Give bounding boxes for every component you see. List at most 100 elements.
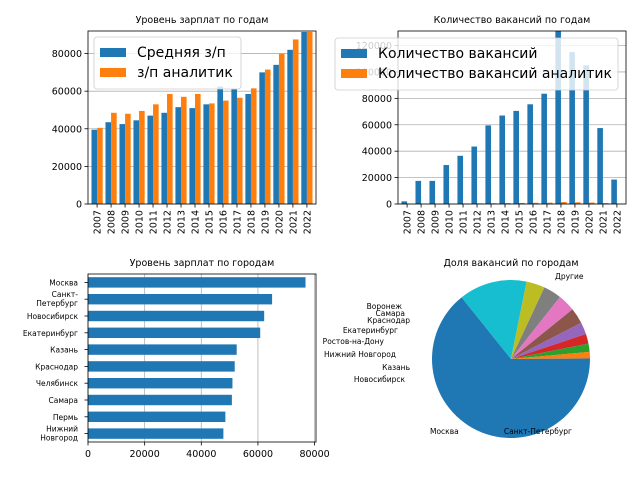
pie-label: Воронеж	[367, 302, 403, 311]
city-label: Новосибирск	[27, 312, 79, 321]
bar-secondary	[532, 202, 539, 204]
bar-secondary	[139, 110, 145, 204]
x-tick-label: 2009	[121, 210, 132, 234]
bar-secondary	[602, 203, 609, 204]
pie-slice	[511, 309, 582, 359]
x-tick-label: 2008	[417, 210, 428, 234]
x-tick-label: 2014	[191, 210, 202, 234]
bar-secondary	[518, 202, 525, 204]
bar-primary	[513, 110, 519, 204]
bar-primary	[161, 112, 168, 204]
axes-frame	[87, 30, 317, 205]
bar-secondary	[167, 93, 173, 204]
x-tick-label: 2007	[93, 210, 104, 234]
x-tick-label: 2015	[514, 210, 525, 234]
city-salary-bar	[88, 293, 273, 305]
x-tick-label: 2021	[288, 210, 299, 234]
x-tick-label: 20000	[130, 449, 160, 460]
pie-label: Новосибирск	[354, 375, 406, 384]
legend-salary-swatch	[100, 68, 126, 77]
legend-salary-box	[93, 36, 242, 90]
y-tick-label: 80000	[52, 49, 82, 60]
bar-primary	[245, 93, 251, 204]
y-tick-label: 40000	[52, 124, 82, 135]
y-tick-label: 20000	[52, 162, 82, 173]
bar-primary	[203, 104, 209, 204]
bar-secondary	[264, 69, 271, 204]
y-tick-label: 20000	[362, 173, 392, 184]
city-label: Екатеринбург	[23, 329, 78, 338]
bar-primary	[555, 31, 561, 204]
bar-primary	[273, 64, 279, 204]
y-tick-label: 40000	[362, 147, 392, 158]
y-tick-label: 80000	[362, 94, 392, 105]
pie-slice	[511, 334, 589, 359]
pie-slice	[511, 287, 560, 359]
legend-salary-label: Средняя з/п	[137, 45, 226, 61]
bar-secondary	[588, 202, 595, 204]
x-tick-label: 60000	[243, 449, 273, 460]
legend-vacancies-swatch	[341, 49, 367, 58]
x-tick-label: 2012	[473, 210, 484, 234]
x-tick-label: 2015	[204, 210, 215, 234]
pie-slice	[511, 322, 586, 359]
x-tick-label: 40000	[186, 449, 216, 460]
pie-slice	[511, 351, 590, 359]
bar-secondary	[306, 31, 313, 205]
city-label: Пермь	[53, 413, 78, 422]
pie-slice	[511, 358, 590, 359]
bar-secondary	[292, 39, 299, 204]
x-tick-label: 2021	[598, 210, 609, 234]
city-salary-bar	[88, 327, 261, 339]
city-label: Краснодар	[35, 362, 78, 371]
x-tick-label: 2018	[246, 210, 257, 234]
city-salary-bar	[88, 277, 306, 288]
bar-primary	[119, 124, 126, 204]
bar-primary	[147, 115, 154, 204]
x-tick-label: 2016	[218, 210, 229, 234]
bar-primary	[301, 31, 307, 205]
pie-label: Ростов-на-Дону	[323, 337, 385, 346]
bar-primary	[189, 108, 196, 204]
x-tick-label: 2009	[431, 210, 442, 234]
bar-secondary	[97, 127, 103, 204]
x-tick-label: 80000	[299, 449, 329, 460]
bar-primary	[217, 86, 223, 204]
bar-primary	[443, 165, 450, 204]
x-tick-label: 0	[85, 449, 91, 460]
legend-salary-label: з/п аналитик	[137, 65, 233, 81]
legend-vacancies-box	[334, 37, 619, 91]
x-tick-label: 2011	[459, 210, 470, 234]
chart-3-title: Доля вакансий по городам	[443, 258, 578, 269]
city-salary-bar	[88, 411, 226, 423]
bar-secondary	[153, 104, 159, 204]
pie-slice	[432, 297, 590, 438]
x-tick-label: 2013	[177, 210, 188, 234]
bar-primary	[471, 146, 478, 204]
city-label: Казань	[50, 346, 78, 355]
x-tick-label: 2017	[542, 210, 553, 234]
bar-secondary	[574, 202, 581, 204]
bar-primary	[429, 180, 436, 204]
x-tick-label: 2010	[445, 210, 456, 234]
x-tick-label: 2014	[501, 210, 512, 234]
bar-primary	[259, 72, 265, 204]
bar-primary	[569, 52, 575, 204]
bar-primary	[133, 120, 140, 204]
axes-frame	[87, 273, 317, 443]
legend-vacancies-label: Количество вакансий аналитик	[378, 66, 612, 82]
bar-secondary	[278, 53, 285, 204]
x-tick-label: 2007	[403, 210, 414, 234]
x-tick-label: 2011	[149, 210, 160, 234]
y-tick-label: 60000	[52, 87, 82, 98]
x-tick-label: 2019	[260, 210, 271, 234]
bar-secondary	[560, 202, 567, 204]
pie-label: Санкт-Петербург	[504, 427, 572, 436]
bar-primary	[287, 49, 293, 204]
bar-secondary	[195, 93, 201, 204]
bar-primary	[597, 128, 603, 204]
x-tick-label: 2016	[528, 210, 539, 234]
bar-primary	[91, 129, 98, 204]
city-label: Челябинск	[36, 379, 79, 388]
